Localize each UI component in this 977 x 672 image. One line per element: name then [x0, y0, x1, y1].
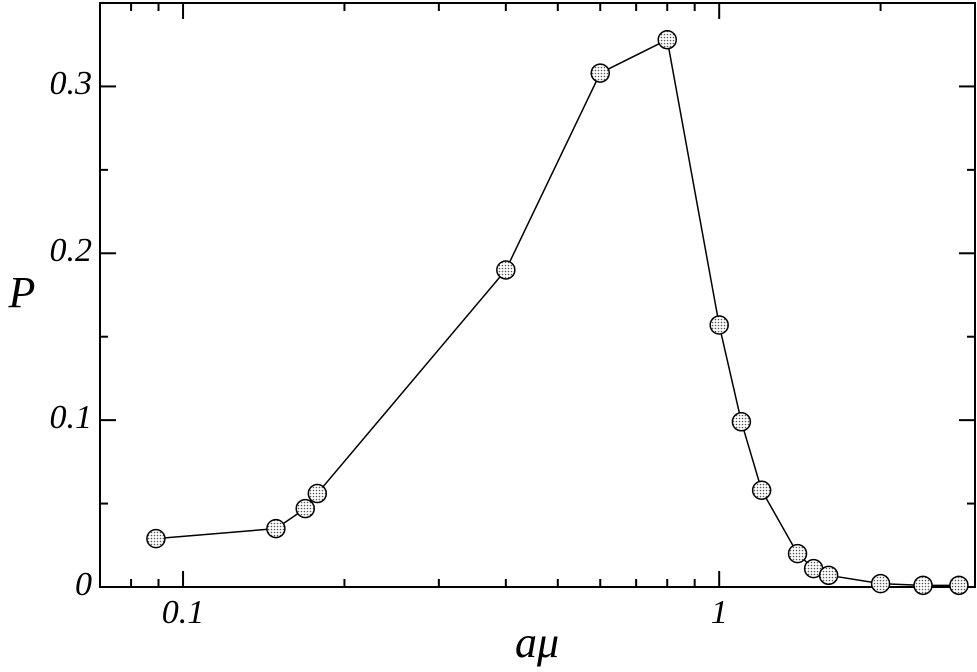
plot-frame: [99, 2, 976, 588]
y-tick-label: 0.1: [50, 399, 93, 436]
y-tick-label: 0.2: [50, 232, 93, 269]
y-tick-label: 0: [75, 566, 92, 603]
data-point: [870, 573, 891, 594]
data-point: [307, 483, 328, 504]
x-tick-label: 0.1: [162, 594, 205, 631]
data-point: [818, 565, 839, 586]
data-point: [949, 575, 969, 596]
data-point: [146, 528, 166, 549]
data-point: [496, 260, 516, 280]
x-tick-label: 1: [711, 594, 728, 631]
data-point: [266, 518, 286, 539]
series-line: [155, 38, 959, 587]
data-point: [657, 29, 677, 50]
data-point: [751, 480, 772, 500]
data-point: [731, 412, 752, 432]
data-point: [913, 575, 933, 596]
y-axis-label: P: [8, 268, 36, 317]
data-point: [787, 543, 808, 564]
x-axis-label: aμ: [515, 618, 559, 667]
data-point: [295, 498, 315, 519]
data-point: [590, 63, 611, 83]
y-tick-label: 0.3: [50, 65, 93, 102]
data-point: [709, 315, 729, 335]
